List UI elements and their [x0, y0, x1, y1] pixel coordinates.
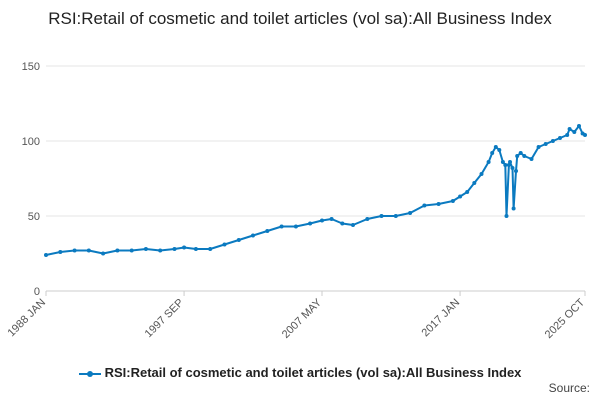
- data-point[interactable]: [101, 251, 106, 256]
- data-point[interactable]: [567, 127, 572, 131]
- data-point[interactable]: [422, 203, 427, 208]
- data-point[interactable]: [320, 218, 324, 223]
- data-point[interactable]: [486, 160, 491, 164]
- y-axis-ticks: 0 50 100 150: [22, 61, 40, 298]
- data-point[interactable]: [458, 194, 463, 199]
- data-point[interactable]: [510, 166, 515, 170]
- data-point[interactable]: [182, 245, 187, 250]
- x-tick-label: 2007 MAY: [280, 296, 325, 341]
- data-point[interactable]: [583, 133, 587, 137]
- data-point[interactable]: [536, 145, 541, 149]
- chart-title: RSI:Retail of cosmetic and toilet articl…: [48, 9, 552, 28]
- grid-lines: [46, 65, 585, 217]
- data-point[interactable]: [329, 217, 334, 221]
- data-point[interactable]: [514, 169, 518, 173]
- data-point[interactable]: [508, 160, 512, 164]
- data-point[interactable]: [522, 154, 527, 158]
- data-point[interactable]: [515, 154, 520, 158]
- data-point[interactable]: [565, 133, 570, 137]
- data-point[interactable]: [572, 130, 577, 134]
- data-point[interactable]: [500, 160, 505, 164]
- x-tick-label: 2025 OCT: [543, 296, 588, 341]
- x-axis-ticks: 1988 JAN 1997 SEP 2007 MAY 2017 JAN 2025 OCT: [5, 291, 587, 341]
- series-line-0: [45, 125, 586, 256]
- data-point[interactable]: [158, 248, 163, 253]
- data-point[interactable]: [365, 217, 370, 221]
- data-point[interactable]: [72, 248, 77, 253]
- data-point[interactable]: [518, 151, 523, 155]
- source-label: Source:: [548, 381, 590, 395]
- data-point[interactable]: [193, 247, 198, 251]
- data-point[interactable]: [436, 202, 441, 206]
- data-point[interactable]: [479, 172, 484, 176]
- data-point[interactable]: [577, 124, 581, 128]
- data-point[interactable]: [504, 214, 509, 218]
- data-point[interactable]: [115, 248, 120, 253]
- x-tick-label: 1988 JAN: [5, 297, 48, 340]
- data-point[interactable]: [308, 221, 313, 226]
- y-tick-label: 150: [22, 61, 40, 73]
- data-point[interactable]: [503, 163, 508, 167]
- data-point[interactable]: [143, 247, 148, 251]
- data-point[interactable]: [465, 190, 470, 194]
- data-point[interactable]: [408, 211, 413, 215]
- data-point[interactable]: [236, 238, 241, 242]
- data-point[interactable]: [293, 224, 298, 229]
- data-point[interactable]: [129, 248, 134, 253]
- data-point[interactable]: [86, 248, 91, 253]
- data-point[interactable]: [58, 250, 63, 254]
- data-point[interactable]: [279, 224, 284, 229]
- data-point[interactable]: [490, 151, 495, 155]
- series-layer: [44, 124, 587, 257]
- data-point[interactable]: [379, 214, 384, 218]
- data-point[interactable]: [558, 136, 562, 140]
- data-point[interactable]: [472, 181, 477, 185]
- data-point[interactable]: [543, 142, 548, 146]
- x-tick-label: 1997 SEP: [143, 297, 187, 341]
- data-point[interactable]: [44, 253, 48, 257]
- data-point[interactable]: [251, 233, 255, 238]
- data-point[interactable]: [393, 214, 398, 218]
- data-point[interactable]: [497, 148, 502, 152]
- data-point[interactable]: [351, 223, 355, 227]
- data-point[interactable]: [511, 206, 516, 211]
- data-point[interactable]: [529, 157, 534, 161]
- x-tick-label: 2017 JAN: [420, 297, 463, 340]
- data-point[interactable]: [265, 229, 270, 233]
- data-point[interactable]: [450, 199, 455, 203]
- y-tick-label: 0: [34, 286, 40, 298]
- legend-item-label: RSI:Retail of cosmetic and toilet articl…: [104, 365, 522, 380]
- y-tick-label: 100: [22, 136, 40, 148]
- data-point[interactable]: [550, 139, 555, 143]
- y-tick-label: 50: [28, 211, 40, 223]
- data-point[interactable]: [506, 163, 511, 167]
- legend[interactable]: RSI:Retail of cosmetic and toilet articl…: [0, 364, 600, 382]
- data-point[interactable]: [172, 247, 177, 251]
- data-point[interactable]: [493, 145, 498, 149]
- data-point[interactable]: [222, 242, 227, 247]
- data-point[interactable]: [340, 221, 345, 226]
- legend-line-marker-icon: [78, 369, 101, 379]
- data-point[interactable]: [208, 247, 213, 251]
